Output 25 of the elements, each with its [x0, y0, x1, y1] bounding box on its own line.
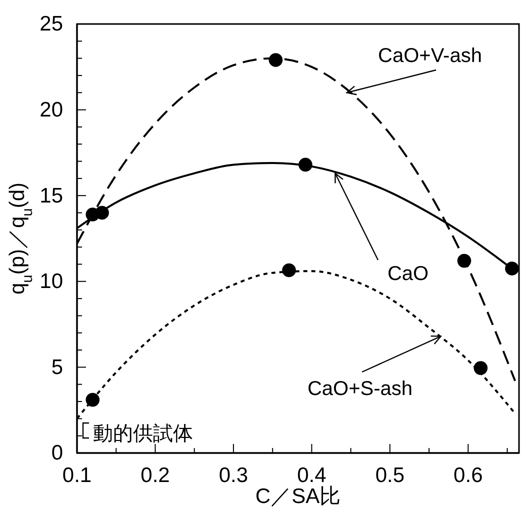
annotation: 動的供試体: [93, 423, 193, 445]
x-tick-label: 0.4: [297, 464, 327, 487]
point: [282, 263, 296, 278]
point: [457, 254, 472, 268]
x-axis-title: C／SA比: [255, 485, 341, 508]
y-tick-label: 25: [40, 12, 63, 36]
x-tick-label: 0.1: [62, 464, 92, 487]
x-tick-label: 0.6: [454, 464, 483, 487]
x-tick-label: 0.3: [218, 464, 248, 487]
y-tick-label: 20: [40, 98, 63, 122]
annotation: CaO: [387, 263, 429, 285]
x-tick-label: 0.2: [140, 464, 170, 487]
y-tick-label: 0: [51, 442, 63, 465]
y-tick-label: 5: [51, 356, 63, 379]
point: [268, 53, 283, 67]
point: [474, 361, 488, 375]
point: [86, 392, 100, 407]
x-tick-label: 0.5: [375, 464, 405, 487]
point: [95, 206, 109, 220]
y-tick-label: 15: [40, 184, 63, 208]
annotation: CaO+V-ash: [378, 45, 482, 67]
point: [505, 262, 519, 276]
annotation: CaO+S-ash: [307, 378, 413, 400]
y-tick-label: 10: [40, 270, 63, 294]
point: [298, 158, 312, 172]
